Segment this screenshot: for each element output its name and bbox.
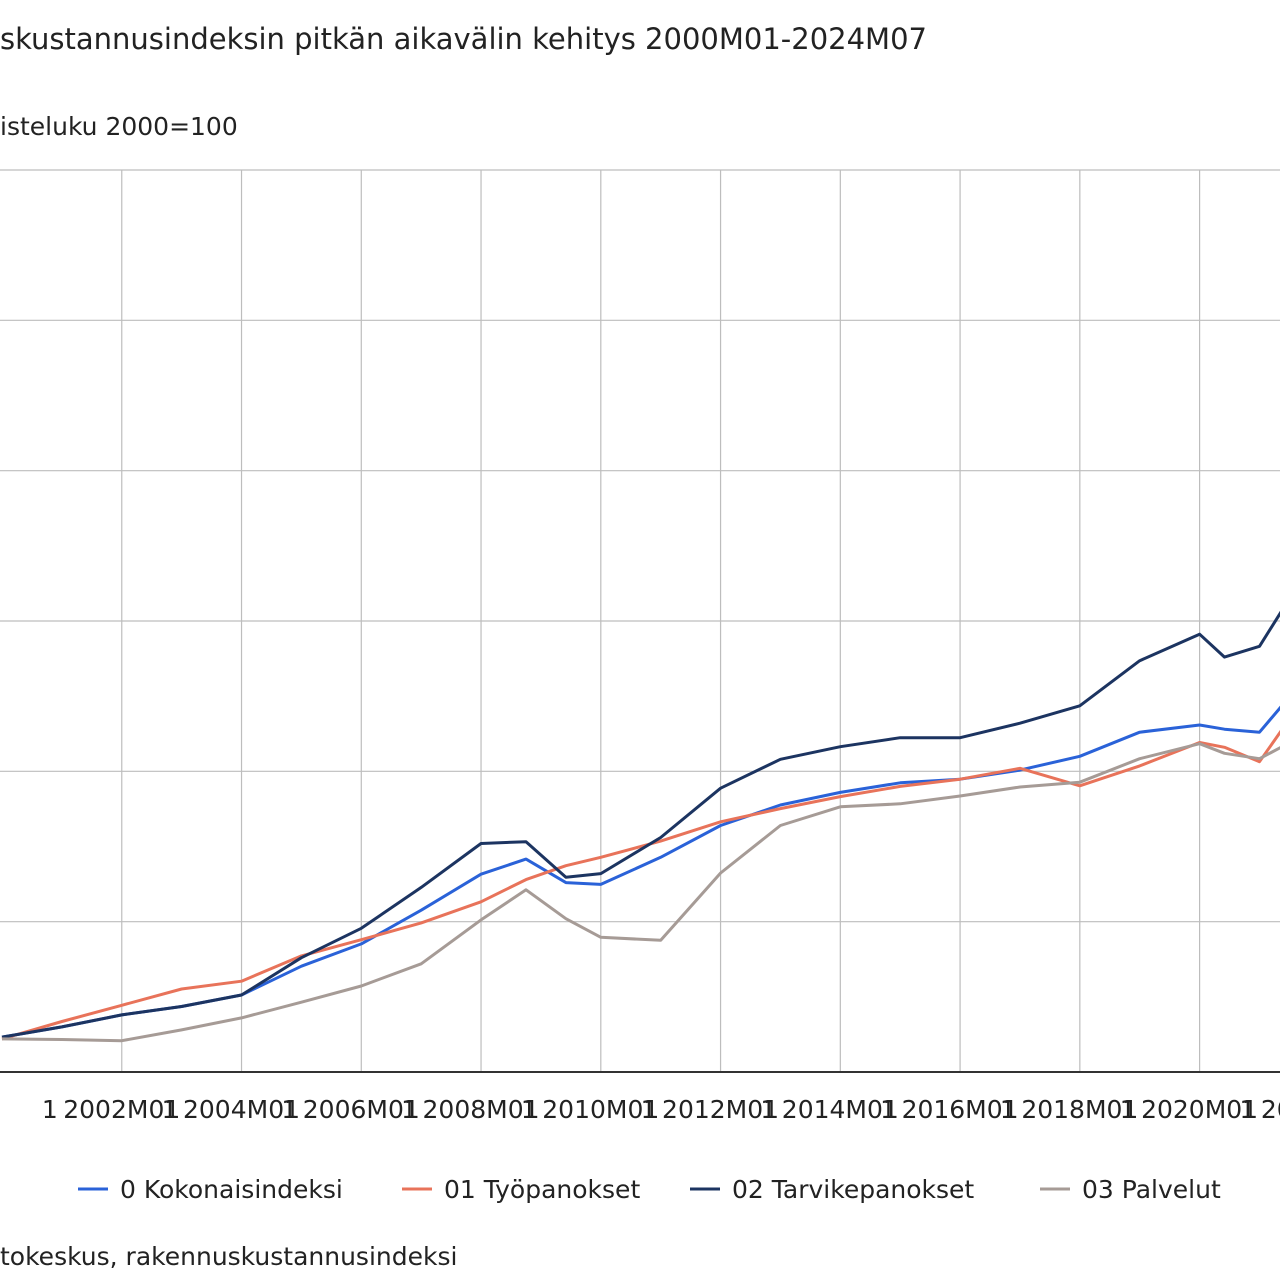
- legend: 0 Kokonaisindeksi 01 Työpanokset 02 Tarvik…: [78, 1175, 1221, 1204]
- x-tick-label-prefix: 1: [401, 1095, 417, 1124]
- x-tick-label-prefix: 1: [162, 1095, 178, 1124]
- x-tick-label: 2016M01: [902, 1095, 1019, 1124]
- y-axis-unit-label: isteluku 2000=100: [0, 112, 238, 141]
- x-tick-label-prefix: 1: [880, 1095, 896, 1124]
- x-tick-label: 2004M01: [183, 1095, 300, 1124]
- x-tick-label-prefix: 1: [1120, 1095, 1136, 1124]
- series-line-2: [1, 729, 1280, 1041]
- x-tick-label-prefix: 1: [281, 1095, 297, 1124]
- x-tick-label-prefix: 1: [1239, 1095, 1255, 1124]
- x-tick-label: 2014M01: [782, 1095, 899, 1124]
- source-note: tokeskus, rakennuskustannusindeksi: [0, 1242, 458, 1271]
- x-tick-label-prefix: 1: [1000, 1095, 1016, 1124]
- grid-lines: [0, 169, 1280, 1073]
- series-line-4: [1, 742, 1280, 1043]
- x-tick-label: 2006M01: [303, 1095, 420, 1124]
- x-tick-label: 2002M01: [63, 1095, 180, 1124]
- legend-label: 02 Tarvikepanokset: [732, 1175, 974, 1204]
- x-tick-label-prefix: 1: [521, 1095, 537, 1124]
- legend-label: 0 Kokonaisindeksi: [120, 1175, 343, 1204]
- x-tick-label: 2010M01: [542, 1095, 659, 1124]
- x-tick-label-prefix: 1: [641, 1095, 657, 1124]
- legend-label: 01 Työpanokset: [444, 1175, 640, 1204]
- series-lines: [1, 610, 1280, 1043]
- legend-label: 03 Palvelut: [1082, 1175, 1221, 1204]
- chart-title: skustannusindeksin pitkän aikavälin kehi…: [0, 22, 927, 56]
- x-tick-label: 2022M01: [1261, 1095, 1280, 1124]
- x-tick-label: 2020M01: [1141, 1095, 1258, 1124]
- x-tick-label: 2012M01: [662, 1095, 779, 1124]
- x-tick-label: 2008M01: [423, 1095, 540, 1124]
- x-tick-label: 2018M01: [1021, 1095, 1138, 1124]
- series-line-3: [1, 610, 1280, 1039]
- x-tick-label-prefix: 1: [42, 1095, 58, 1124]
- x-tick-label-prefix: 1: [760, 1095, 776, 1124]
- series-line-1: [1, 705, 1280, 1039]
